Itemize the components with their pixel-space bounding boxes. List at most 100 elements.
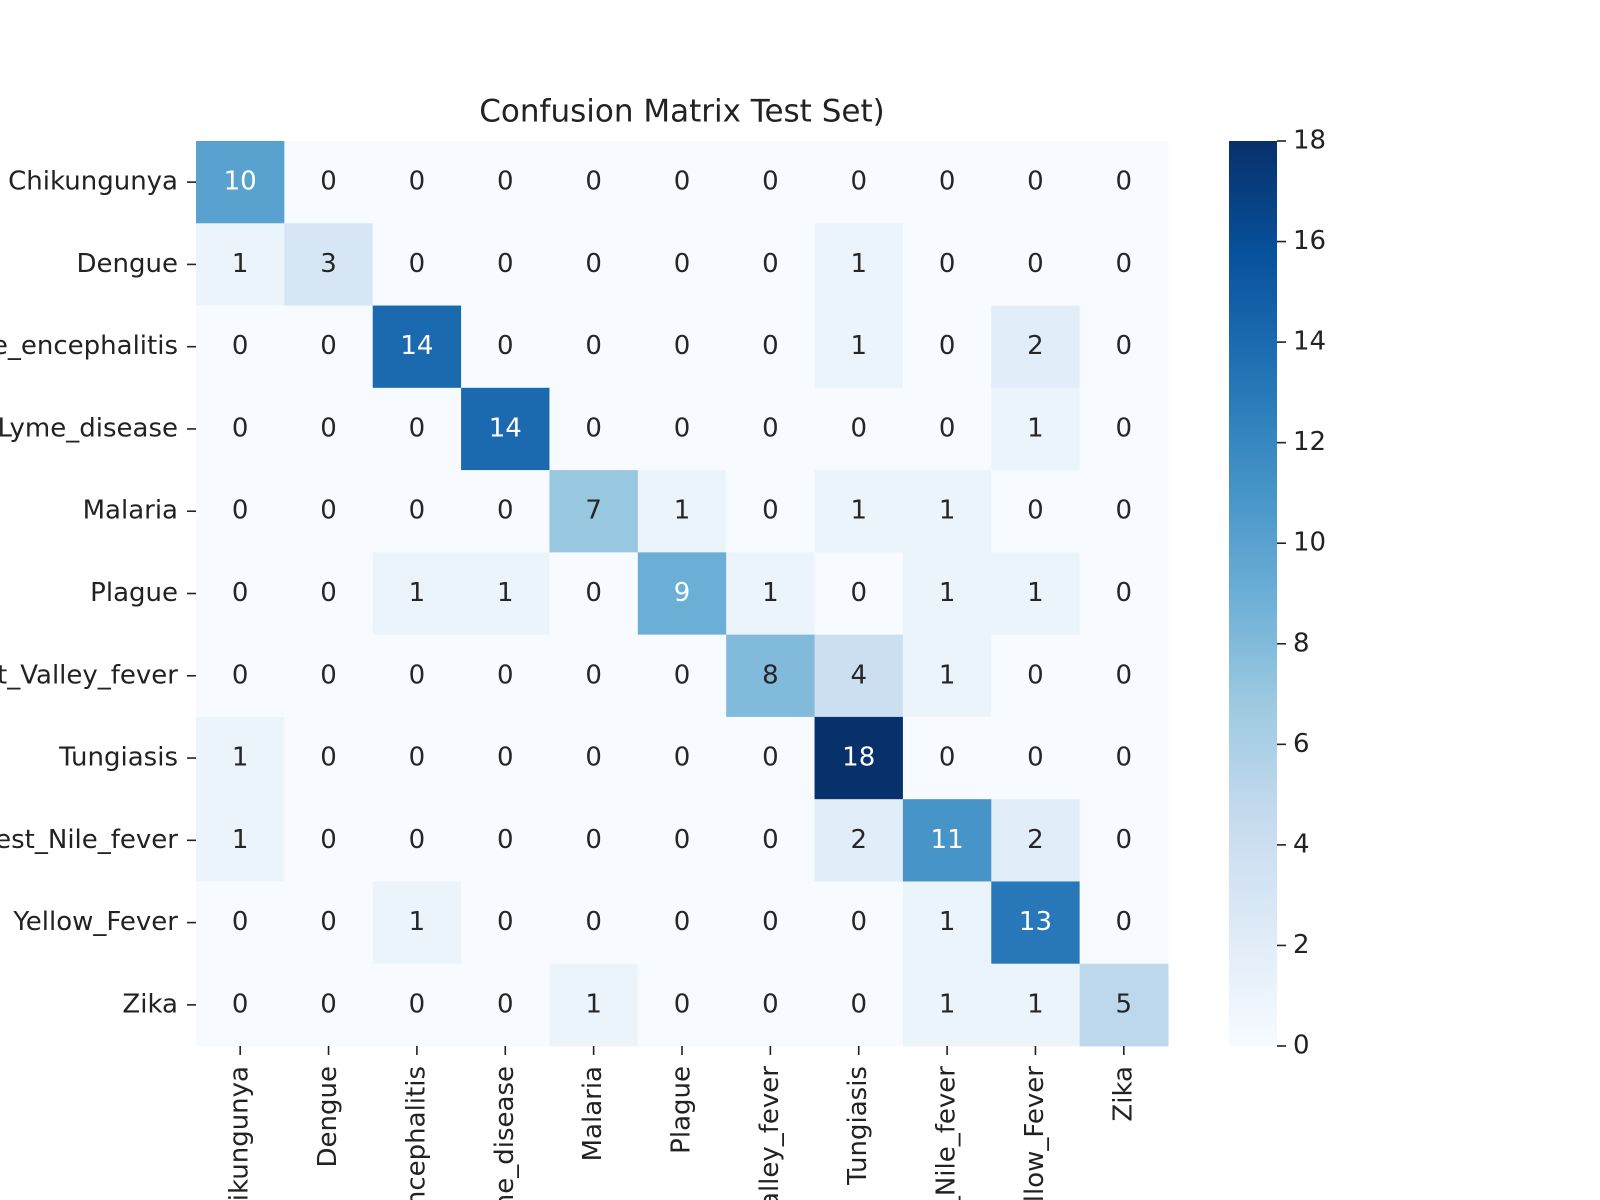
cell-label: 0 (232, 907, 249, 937)
cell-label: 0 (232, 989, 249, 1019)
heatmap-cell (814, 634, 904, 718)
heatmap-cell (814, 552, 904, 636)
heatmap-cell (1079, 552, 1169, 636)
heatmap-cell (549, 470, 639, 553)
heatmap-cell (902, 963, 992, 1047)
heatmap-cell (637, 223, 727, 307)
heatmap-cell (196, 223, 285, 307)
cell-label: 1 (497, 578, 514, 608)
heatmap-cell (549, 799, 639, 882)
cell-label: 1 (409, 907, 426, 937)
cell-label: 1 (409, 578, 426, 608)
cell-label: 1 (674, 496, 691, 526)
y-tick-label: Lyme_disease (0, 413, 178, 443)
heatmap-cell (549, 963, 639, 1047)
heatmap-cell (549, 634, 639, 718)
cell-label: 0 (497, 825, 514, 855)
x-tick-label: Chikungunya (225, 1066, 255, 1200)
heatmap-cell (549, 881, 639, 965)
heatmap-cell (1079, 881, 1169, 965)
cell-label: 1 (232, 825, 249, 855)
heatmap-cell (991, 881, 1081, 965)
cell-label: 0 (939, 331, 956, 361)
heatmap-cell (1079, 799, 1169, 882)
heatmap-cell (372, 716, 462, 800)
heatmap-cell (814, 470, 904, 553)
heatmap-cell (196, 716, 285, 800)
heatmap-cell (372, 387, 462, 471)
cell-label: 0 (762, 496, 779, 526)
heatmap-cell (637, 799, 727, 882)
heatmap-cell (991, 799, 1081, 882)
cell-label: 8 (762, 660, 779, 690)
cell-label: 0 (497, 907, 514, 937)
heatmap-cell (637, 387, 727, 471)
heatmap-cell (1079, 634, 1169, 718)
cell-label: 0 (232, 331, 249, 361)
heatmap-cell (1079, 963, 1169, 1047)
cell-label: 0 (409, 413, 426, 443)
heatmap-cell (549, 223, 639, 307)
heatmap-cell (372, 963, 462, 1047)
cell-label: 0 (1116, 496, 1133, 526)
cell-label: 0 (762, 249, 779, 279)
heatmap-cell (814, 881, 904, 965)
heatmap-cell (372, 223, 462, 307)
heatmap-cell (902, 223, 992, 307)
heatmap-cell (372, 881, 462, 965)
heatmap-cell (372, 552, 462, 636)
cell-label: 0 (585, 578, 602, 608)
cell-label: 0 (497, 167, 514, 197)
cell-label: 1 (1027, 578, 1044, 608)
cell-label: 0 (1116, 825, 1133, 855)
heatmap-cell (991, 141, 1081, 224)
cell-label: 0 (762, 907, 779, 937)
heatmap-cell (196, 470, 285, 553)
heatmap-cell (461, 799, 550, 882)
heatmap-cell (726, 223, 816, 307)
colorbar-tick-label: 0 (1293, 1031, 1310, 1061)
heatmap-cell (991, 552, 1081, 636)
heatmap-cell (1079, 223, 1169, 307)
heatmap-cell (814, 305, 904, 389)
cell-label: 1 (232, 743, 249, 773)
heatmap-cell (461, 552, 550, 636)
cell-label: 0 (674, 660, 691, 690)
heatmap-cell (461, 634, 550, 718)
cell-label: 0 (585, 907, 602, 937)
chart-title: Confusion Matrix Test Set) (479, 94, 884, 130)
heatmap-cell (991, 634, 1081, 718)
x-tick-label: Japanese_encephalitis (401, 1066, 431, 1200)
heatmap-cell (1079, 716, 1169, 800)
cell-label: 11 (931, 825, 964, 855)
heatmap-cell (1079, 141, 1169, 224)
cell-label: 7 (585, 496, 602, 526)
cell-label: 0 (320, 989, 337, 1019)
cell-label: 0 (674, 743, 691, 773)
y-tick-label: Japanese_encephalitis (0, 331, 178, 361)
heatmap-cell (726, 881, 816, 965)
colorbar-tick-label: 2 (1293, 930, 1310, 960)
cell-label: 0 (1027, 660, 1044, 690)
heatmap-cell (726, 387, 816, 471)
heatmap-cell (902, 634, 992, 718)
heatmap-cell (637, 716, 727, 800)
heatmap-cell (726, 799, 816, 882)
heatmap-cell (284, 552, 374, 636)
heatmap-cell (196, 963, 285, 1047)
cell-label: 0 (1116, 907, 1133, 937)
heatmap-cell (549, 305, 639, 389)
heatmap-cell (461, 881, 550, 965)
heatmap-cell (637, 141, 727, 224)
cell-label: 0 (674, 413, 691, 443)
cell-label: 0 (320, 413, 337, 443)
heatmap-cell (461, 223, 550, 307)
heatmap-cell (549, 716, 639, 800)
heatmap-cell (372, 634, 462, 718)
cell-label: 0 (497, 496, 514, 526)
cell-label: 0 (497, 989, 514, 1019)
cell-label: 1 (850, 249, 867, 279)
cell-label: 0 (674, 825, 691, 855)
cell-label: 0 (320, 743, 337, 773)
heatmap-cell (637, 634, 727, 718)
